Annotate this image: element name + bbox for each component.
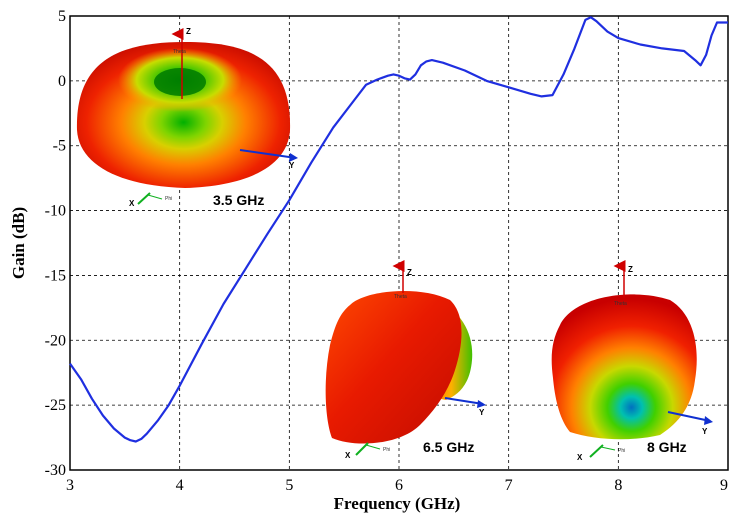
pattern-3-5ghz-hole [154, 68, 206, 96]
y-tick-labels: 5 0 -5 -10 -15 -20 -25 -30 [45, 8, 66, 479]
z-axis-label: Z [186, 27, 191, 36]
pattern-8ghz-body [551, 294, 697, 440]
theta-label: Theta [173, 49, 186, 55]
x-axis-arrow [137, 192, 151, 205]
phi-arrow [147, 194, 163, 200]
pattern-6-5ghz: Z Theta Y X Phi 6.5 GHz [325, 260, 486, 460]
theta-label: Theta [394, 294, 407, 300]
x-tick-label: 6 [395, 477, 403, 494]
x-tick-label: 3 [66, 477, 74, 494]
y-tick-label: -20 [45, 332, 66, 349]
y-axis-label: Y [702, 427, 708, 436]
x-tick-label: 8 [614, 477, 622, 494]
pattern-3-5ghz-label: 3.5 GHz [213, 192, 264, 208]
plot-frame [69, 15, 729, 471]
x-tick-label: 9 [720, 477, 728, 494]
y-tick-label: 5 [58, 8, 66, 25]
x-tick-label: 7 [505, 477, 513, 494]
x-tick-label: 5 [285, 477, 293, 494]
phi-label: Phi [165, 196, 172, 202]
y-tick-label: 0 [58, 73, 66, 90]
pattern-6-5ghz-label: 6.5 GHz [423, 439, 474, 455]
phi-arrow [365, 444, 381, 450]
pattern-8ghz: Z Theta Y X Phi 8 GHz [551, 260, 713, 462]
z-axis-label: Z [628, 265, 633, 274]
y-tick-label: -25 [45, 397, 66, 414]
y-axis-label: Y [479, 408, 485, 417]
y-axis-label: Y [289, 161, 295, 170]
y-arrowhead [289, 153, 298, 162]
x-axis-arrow [589, 444, 604, 458]
x-axis-title: Frequency (GHz) [334, 494, 461, 513]
phi-label: Phi [383, 447, 390, 453]
x-axis-label: X [577, 453, 583, 462]
pattern-8ghz-label: 8 GHz [647, 439, 687, 455]
y-tick-label: -30 [45, 462, 66, 479]
y-arrowhead [704, 416, 713, 425]
x-tick-labels: 3 4 5 6 7 8 9 [66, 477, 728, 494]
pattern-3-5ghz: Z Theta Y X Phi 3.5 GHz [76, 27, 298, 208]
y-axis-arrow [444, 397, 484, 405]
phi-label: Phi [618, 448, 625, 454]
x-axis-label: X [345, 451, 351, 460]
theta-label: Theta [614, 301, 627, 307]
gain-series-line [69, 16, 728, 443]
y-tick-label: -5 [53, 138, 66, 155]
y-tick-label: -15 [45, 267, 66, 284]
x-tick-label: 4 [176, 477, 184, 494]
y-axis-arrow [239, 149, 297, 159]
y-tick-label: -10 [45, 203, 66, 220]
z-axis-label: Z [407, 268, 412, 277]
y-axis-arrow [667, 411, 711, 422]
phi-arrow [600, 446, 616, 451]
y-arrowhead [477, 400, 486, 408]
y-axis-title: Gain (dB) [9, 207, 28, 279]
x-axis-label: X [129, 199, 135, 208]
pattern-6-5ghz-body [325, 290, 462, 444]
